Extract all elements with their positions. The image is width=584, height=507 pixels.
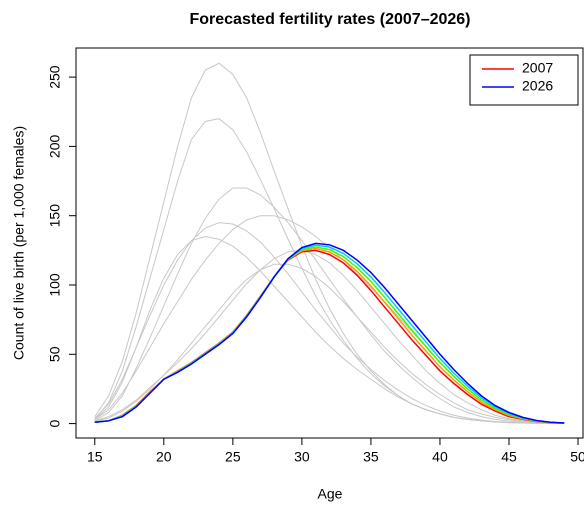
series-line	[94, 242, 565, 424]
plot-lines	[94, 62, 565, 425]
y-tick-label: 0	[47, 419, 63, 427]
y-tick-label: 200	[47, 135, 63, 159]
y-tick-label: 150	[47, 204, 63, 228]
x-tick-label: 20	[156, 449, 172, 465]
x-tick-label: 40	[432, 449, 448, 465]
y-tick-label: 250	[47, 65, 63, 89]
series-line	[94, 263, 565, 424]
x-tick-label: 30	[294, 449, 310, 465]
series-line	[94, 244, 565, 424]
x-tick-label: 50	[570, 449, 584, 465]
series-line	[94, 222, 565, 425]
x-axis-label: Age	[318, 486, 343, 502]
x-tick-label: 45	[501, 449, 517, 465]
series-line	[94, 235, 565, 425]
chart-title: Forecasted fertility rates (2007–2026)	[189, 11, 470, 28]
legend-label: 2007	[522, 60, 553, 76]
series-line	[94, 62, 565, 425]
plot-frame	[75, 47, 584, 439]
series-line	[94, 249, 565, 424]
x-tick-label: 25	[225, 449, 241, 465]
x-tick-label: 15	[87, 449, 103, 465]
legend-label: 2026	[522, 78, 553, 94]
legend-box	[469, 54, 579, 106]
series-line	[94, 246, 565, 424]
y-axis-label: Count of live birth (per 1,000 females)	[11, 126, 27, 360]
x-tick-label: 35	[363, 449, 379, 465]
series-line	[94, 187, 565, 424]
y-tick-label: 100	[47, 273, 63, 297]
y-tick-label: 50	[47, 346, 63, 362]
